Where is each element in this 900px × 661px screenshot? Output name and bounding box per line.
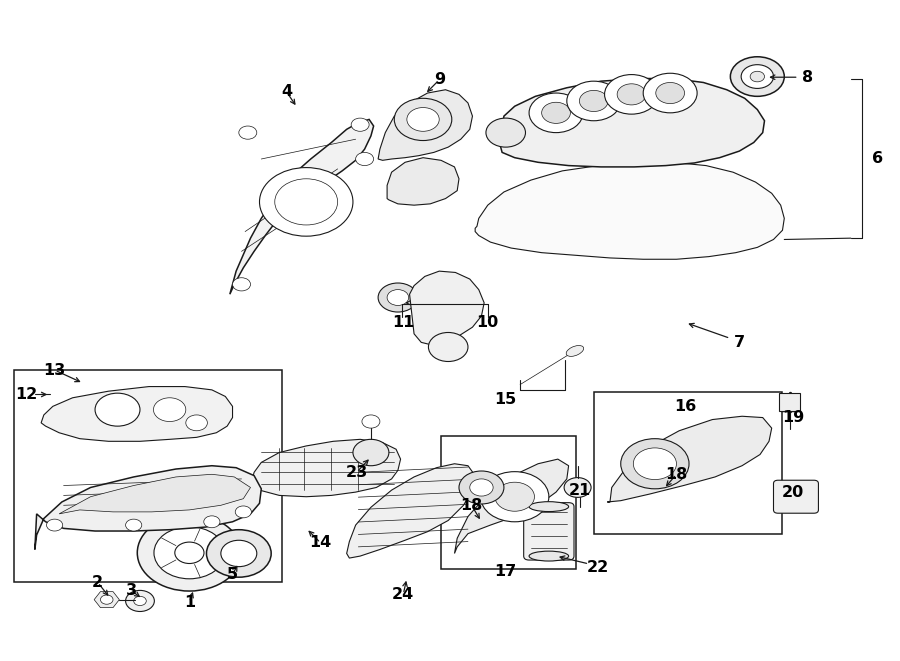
Circle shape	[238, 126, 256, 139]
Polygon shape	[500, 79, 764, 167]
Polygon shape	[378, 90, 472, 161]
Polygon shape	[35, 466, 261, 549]
Text: 15: 15	[495, 392, 517, 407]
Circle shape	[220, 540, 256, 566]
Circle shape	[542, 102, 571, 124]
Circle shape	[731, 57, 784, 97]
Polygon shape	[41, 387, 232, 442]
Circle shape	[47, 519, 63, 531]
Text: 18: 18	[461, 498, 482, 513]
Polygon shape	[387, 158, 459, 205]
Circle shape	[387, 290, 409, 305]
Circle shape	[529, 93, 583, 133]
Text: 1: 1	[184, 595, 195, 609]
FancyBboxPatch shape	[14, 370, 282, 582]
Text: 11: 11	[392, 315, 414, 330]
Circle shape	[495, 483, 535, 511]
Circle shape	[742, 65, 773, 89]
Text: 20: 20	[782, 485, 805, 500]
Circle shape	[621, 439, 689, 488]
Polygon shape	[252, 440, 400, 496]
FancyBboxPatch shape	[594, 392, 782, 533]
Circle shape	[394, 98, 452, 141]
Text: 17: 17	[495, 564, 517, 579]
Text: 4: 4	[281, 84, 292, 99]
Circle shape	[634, 448, 677, 480]
Circle shape	[138, 514, 241, 591]
Text: 3: 3	[125, 583, 137, 598]
Circle shape	[134, 596, 147, 605]
Text: 18: 18	[665, 467, 688, 482]
Circle shape	[459, 471, 504, 504]
Text: 9: 9	[434, 72, 445, 87]
Circle shape	[564, 478, 591, 497]
Circle shape	[605, 75, 659, 114]
Circle shape	[126, 519, 142, 531]
Circle shape	[95, 393, 140, 426]
Circle shape	[617, 84, 646, 105]
Circle shape	[206, 529, 271, 577]
Text: 22: 22	[587, 561, 609, 576]
Circle shape	[185, 415, 207, 431]
Polygon shape	[230, 120, 374, 294]
Polygon shape	[475, 163, 784, 259]
Circle shape	[203, 516, 220, 527]
Circle shape	[351, 118, 369, 132]
Text: 10: 10	[477, 315, 499, 330]
FancyBboxPatch shape	[441, 436, 576, 569]
Circle shape	[356, 153, 373, 166]
Text: 21: 21	[569, 483, 591, 498]
Polygon shape	[59, 475, 250, 514]
Circle shape	[567, 81, 621, 121]
FancyBboxPatch shape	[773, 481, 818, 513]
Circle shape	[353, 440, 389, 466]
Text: 6: 6	[872, 151, 883, 166]
Circle shape	[274, 178, 338, 225]
Circle shape	[470, 479, 493, 496]
Circle shape	[644, 73, 698, 113]
Text: 16: 16	[674, 399, 697, 414]
Circle shape	[362, 415, 380, 428]
Circle shape	[101, 595, 113, 604]
Circle shape	[481, 472, 549, 522]
FancyBboxPatch shape	[524, 502, 574, 560]
Text: 13: 13	[43, 363, 66, 377]
Text: 23: 23	[346, 465, 368, 480]
Polygon shape	[778, 393, 800, 411]
Circle shape	[175, 542, 204, 563]
Text: 8: 8	[802, 69, 814, 85]
Circle shape	[656, 83, 685, 104]
Polygon shape	[94, 592, 120, 607]
Ellipse shape	[566, 346, 584, 356]
Circle shape	[407, 108, 439, 132]
Circle shape	[580, 91, 608, 112]
Polygon shape	[454, 459, 569, 553]
Polygon shape	[346, 464, 475, 558]
Text: 12: 12	[14, 387, 37, 402]
Polygon shape	[410, 271, 484, 345]
Circle shape	[750, 71, 764, 82]
Polygon shape	[608, 416, 771, 502]
Circle shape	[232, 278, 250, 291]
Text: 19: 19	[782, 410, 805, 425]
Circle shape	[154, 527, 225, 579]
Text: 5: 5	[227, 567, 239, 582]
Ellipse shape	[529, 502, 569, 512]
Ellipse shape	[529, 551, 569, 561]
Circle shape	[259, 168, 353, 236]
Text: 24: 24	[392, 587, 414, 602]
Circle shape	[126, 590, 155, 611]
Circle shape	[235, 506, 251, 518]
Text: 7: 7	[734, 335, 745, 350]
Circle shape	[428, 332, 468, 362]
Text: 14: 14	[310, 535, 332, 551]
Circle shape	[486, 118, 526, 147]
Text: 2: 2	[92, 575, 104, 590]
Circle shape	[378, 283, 418, 312]
Circle shape	[154, 398, 185, 422]
